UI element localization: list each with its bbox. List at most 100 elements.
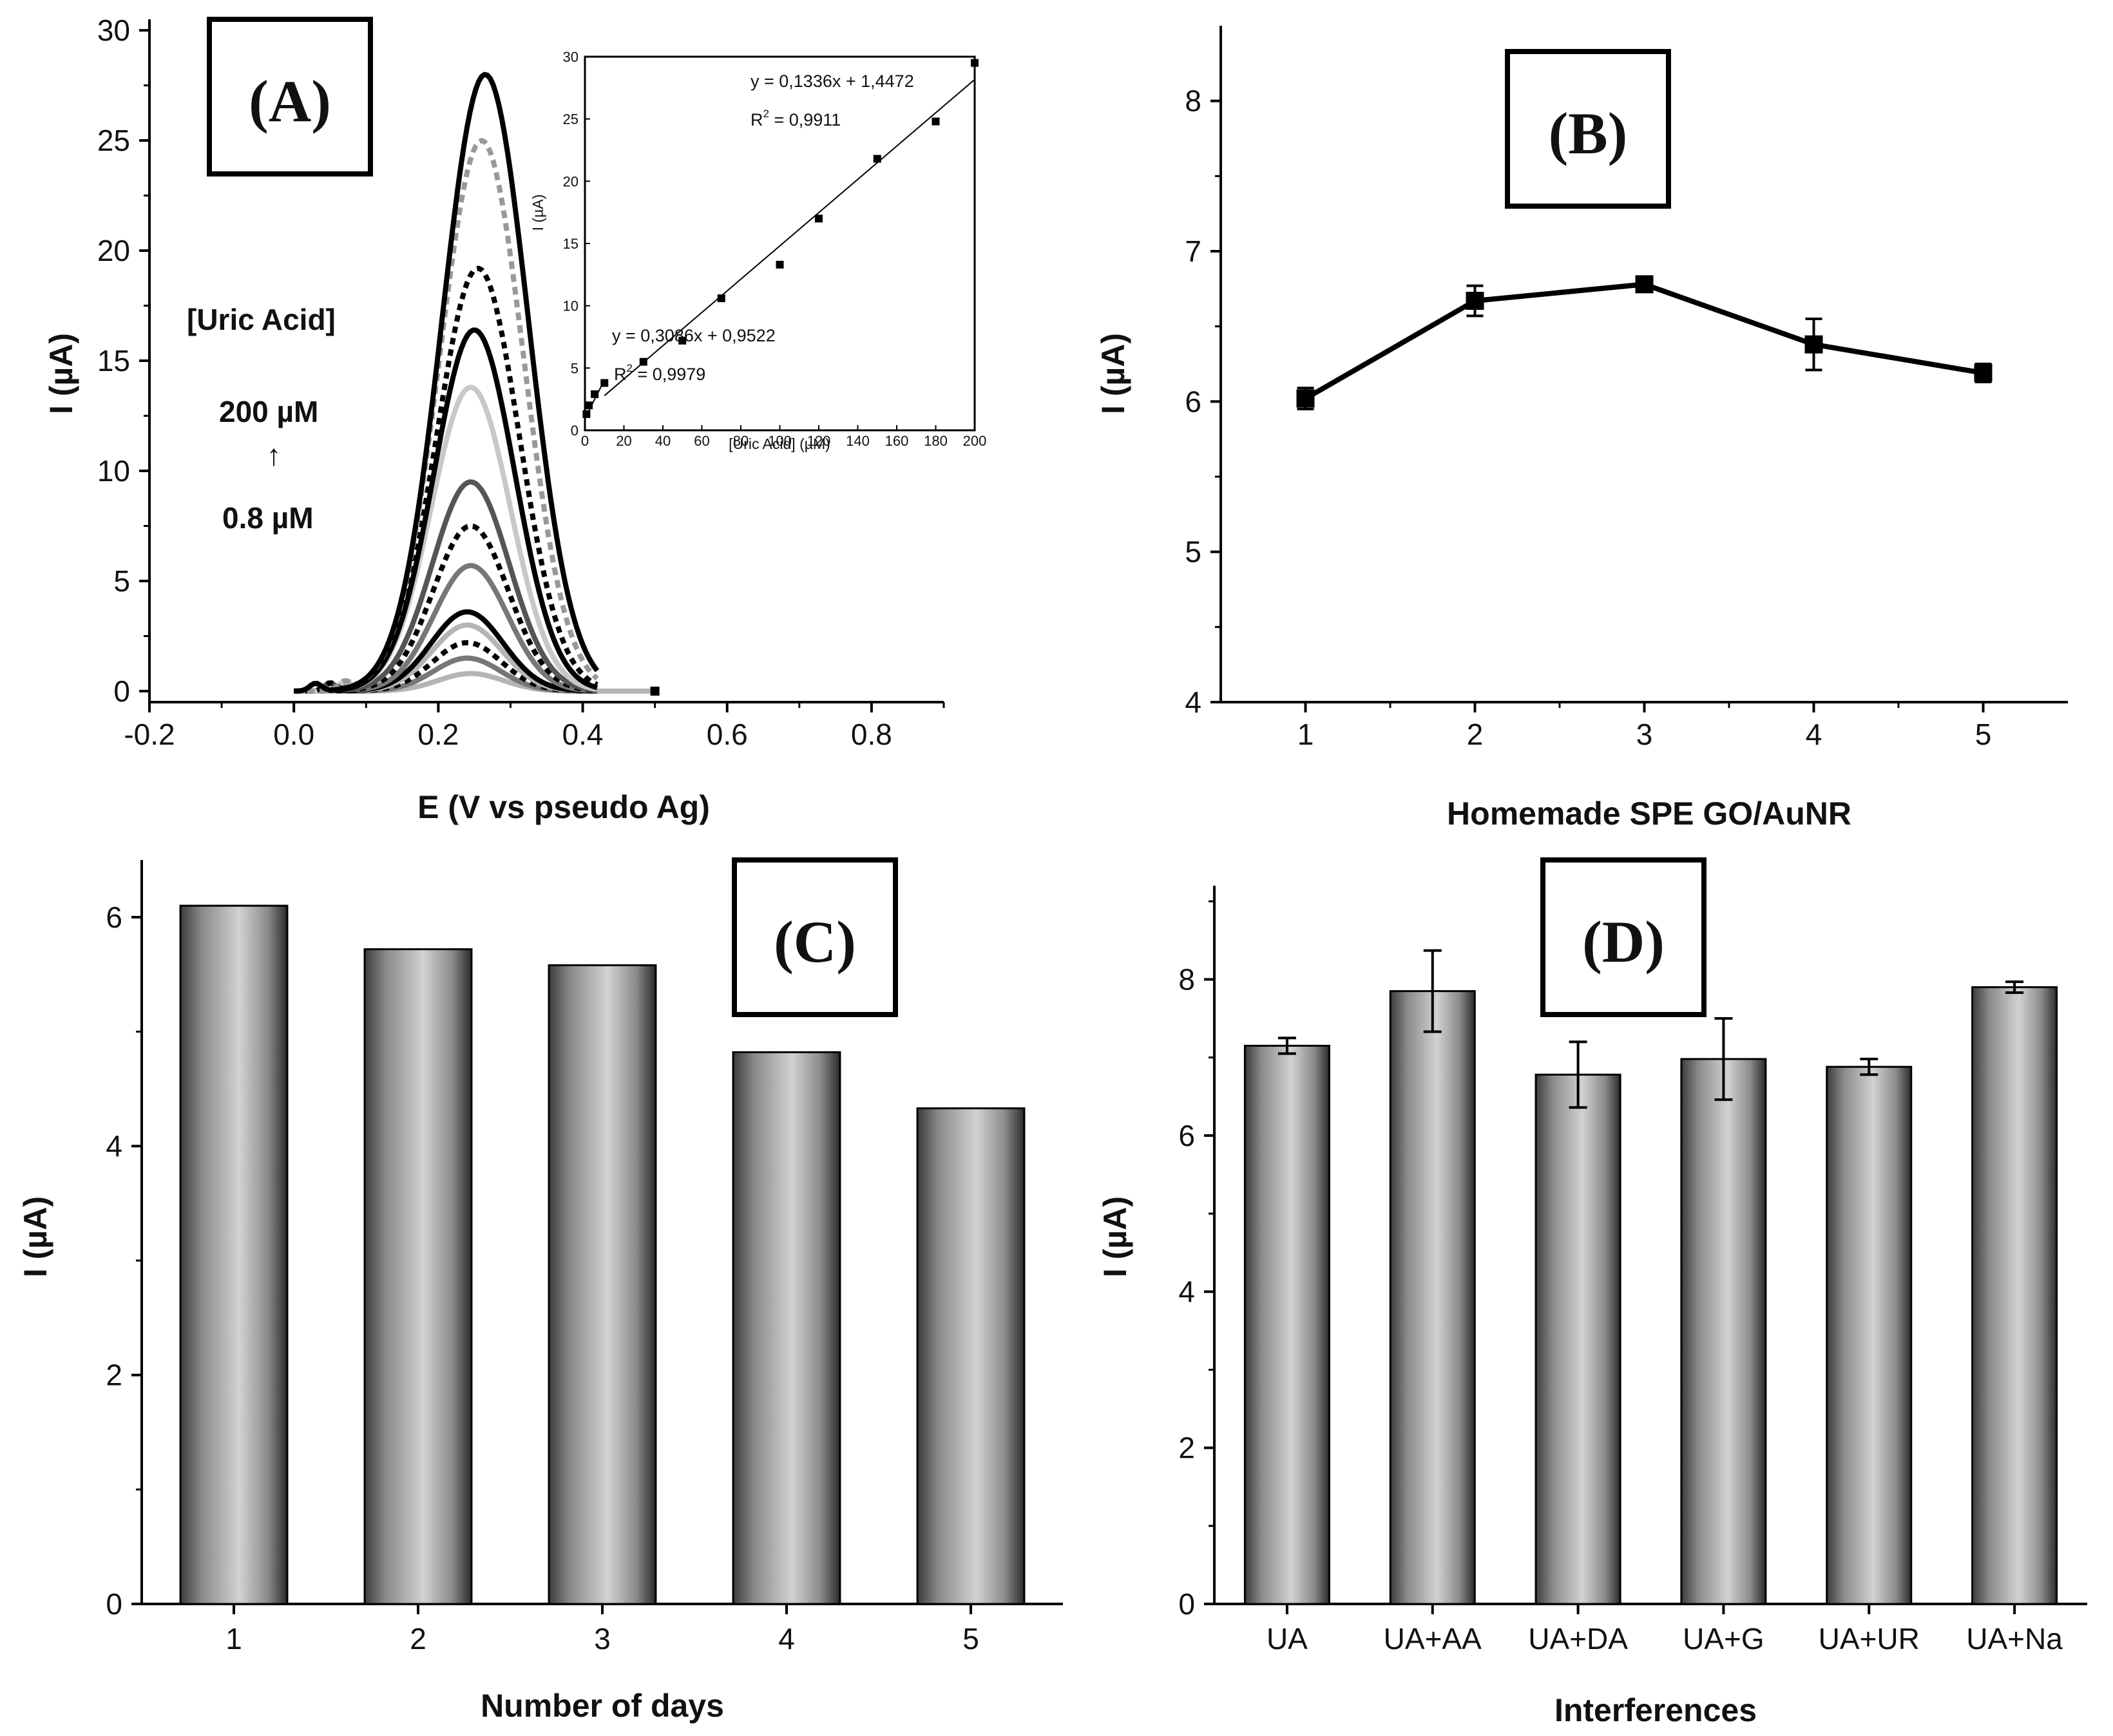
panel-c-label-box xyxy=(732,857,898,1017)
inset-data-point xyxy=(776,260,784,269)
panel-d-x-tick-label: UA+Na xyxy=(1966,1622,2063,1655)
panel-b-label-box xyxy=(1505,49,1671,209)
panel-a-x-tick-label: -0.2 xyxy=(124,718,175,751)
panel-a-y-tick-label: 0 xyxy=(113,674,130,708)
panel-a-x-tick-label: 0.2 xyxy=(417,718,459,751)
inset-x-tick-label: 60 xyxy=(694,433,709,449)
panel-c-bar xyxy=(732,1051,841,1605)
panel-a-label-box xyxy=(207,17,373,176)
panel-a-y-tick-label: 20 xyxy=(97,234,130,267)
inset-y-tick-label: 30 xyxy=(563,49,578,65)
panel-d-y-tick-label: 6 xyxy=(1178,1119,1195,1152)
panel-d-x-tick-label: UA+G xyxy=(1683,1622,1764,1655)
panel-a-annotation-title: [Uric Acid] xyxy=(187,303,336,336)
panel-d-x-tick-label: UA xyxy=(1267,1622,1308,1655)
panel-c-x-tick-label: 5 xyxy=(962,1622,979,1655)
panel-b-x-tick-label: 3 xyxy=(1636,718,1653,751)
panel-b-data-point xyxy=(1974,364,1993,382)
panel-c-bar xyxy=(548,964,657,1605)
inset-data-point xyxy=(639,358,647,366)
panel-d-y-tick-label: 0 xyxy=(1178,1587,1195,1621)
panel-d-y-tick-label: 2 xyxy=(1178,1431,1195,1465)
inset-data-point xyxy=(815,215,823,223)
panel-a-y-axis-label: I (µA) xyxy=(43,333,79,414)
panel-b-electrode-reproducibility: 1 2 3 4 5 4 5 6 7 8 xyxy=(1185,26,2068,751)
inset-fit-high-equation: y = 0,1336x + 1,4472 xyxy=(751,72,914,91)
inset-y-tick-label: 5 xyxy=(571,360,578,376)
panel-c-stability: 0 2 4 6 1 2 3 4 5 xyxy=(106,860,1063,1655)
panel-d-y-tick-label: 4 xyxy=(1178,1275,1195,1308)
inset-y-tick-label: 25 xyxy=(563,111,578,128)
panel-a-y-tick-label: 5 xyxy=(113,564,130,598)
panel-a-y-tick-label: 10 xyxy=(97,454,130,488)
panel-d-y-tick-label: 8 xyxy=(1178,962,1195,996)
panel-b-x-tick-label: 1 xyxy=(1297,718,1314,751)
inset-frame xyxy=(584,55,976,432)
panel-b-x-axis-label: Homemade SPE GO/AuNR xyxy=(1447,796,1851,832)
panel-a-inset-calibration: 0 20 40 60 80 100 120 140 160 180 200 0 5 10 15 20 25 30 xyxy=(563,49,987,449)
inset-x-tick-label: 0 xyxy=(581,433,589,449)
panel-a-x-tick-label: 0.4 xyxy=(562,718,604,751)
inset-data-point xyxy=(582,410,591,418)
inset-fit-low-r2: R2 = 0,9979 xyxy=(614,362,705,384)
panel-b-y-tick-label: 8 xyxy=(1185,84,1201,118)
inset-data-point xyxy=(600,379,609,387)
panel-a-annotation-high: 200 µM xyxy=(219,395,318,428)
panel-c-bar xyxy=(363,948,473,1605)
panel-a-voltammogram-series xyxy=(294,265,598,694)
inset-x-tick-label: 100 xyxy=(768,433,792,449)
inset-x-tick-label: 200 xyxy=(963,433,987,449)
panel-a-y-tick-label: 15 xyxy=(97,344,130,377)
panel-a-label: (A) xyxy=(249,68,331,134)
inset-fit-high-r2: R2 = 0,9911 xyxy=(751,108,841,129)
panel-b-x-tick-label: 4 xyxy=(1806,718,1822,751)
panel-b-y-tick-label: 7 xyxy=(1185,234,1201,268)
panel-a-voltammogram-series xyxy=(294,523,598,694)
panel-a-x-axis-label: E (V vs pseudo Ag) xyxy=(417,789,710,825)
inset-data-point xyxy=(932,117,940,126)
panel-c-label: (C) xyxy=(774,909,856,975)
inset-x-tick-label: 160 xyxy=(885,433,909,449)
panel-c-x-tick-label: 3 xyxy=(594,1622,611,1655)
panel-d-bar xyxy=(1243,1044,1330,1605)
panel-b-data-point xyxy=(1804,335,1823,354)
panel-d-y-axis-label: I (µA) xyxy=(1097,1196,1133,1277)
panel-a-y-tick-label: 30 xyxy=(97,14,130,47)
panel-b-data-point xyxy=(1296,389,1315,408)
panel-b-y-axis-label: I (µA) xyxy=(1095,333,1131,414)
inset-x-tick-label: 20 xyxy=(616,433,631,449)
inset-data-point xyxy=(591,390,599,398)
panel-a-x-tick-label: 0.8 xyxy=(851,718,892,751)
panel-c-y-tick-label: 6 xyxy=(106,901,122,934)
panel-c-y-tick-label: 2 xyxy=(106,1359,122,1392)
inset-y-axis-label: I (µA) xyxy=(530,195,546,231)
panel-d-bar xyxy=(1826,1065,1913,1605)
inset-fit-low-equation: y = 0,3086x + 0,9522 xyxy=(612,326,776,345)
panel-c-x-axis-label: Number of days xyxy=(481,1688,724,1724)
inset-x-tick-label: 80 xyxy=(733,433,749,449)
panel-b-data-point xyxy=(1466,292,1484,310)
panel-b-y-tick-label: 5 xyxy=(1185,535,1201,569)
inset-fit-high-line xyxy=(604,79,975,396)
inset-y-tick-label: 15 xyxy=(563,236,578,252)
inset-data-point xyxy=(971,59,979,67)
panel-b-data-point xyxy=(1635,275,1654,294)
panel-c-x-tick-label: 4 xyxy=(778,1622,795,1655)
panel-d-x-axis-label: Interferences xyxy=(1554,1692,1757,1728)
panel-b-x-tick-label: 2 xyxy=(1467,718,1484,751)
inset-data-point xyxy=(717,294,725,303)
panel-a-voltammogram-series xyxy=(294,385,598,694)
panel-d-bar xyxy=(1971,986,2058,1605)
panel-a-endpoint-marker xyxy=(650,686,660,696)
panel-a-annotation-low: 0.8 µM xyxy=(222,501,314,535)
panel-b-series-line xyxy=(1304,281,1984,401)
panel-c-x-tick-label: 2 xyxy=(410,1622,426,1655)
inset-y-tick-label: 0 xyxy=(571,423,578,439)
inset-data-point xyxy=(678,336,687,345)
inset-y-tick-label: 20 xyxy=(563,173,578,189)
inset-x-tick-label: 140 xyxy=(846,433,870,449)
inset-x-tick-label: 120 xyxy=(807,433,831,449)
panel-d-x-tick-label: UA+UR xyxy=(1819,1622,1920,1655)
panel-a-y-tick-label: 25 xyxy=(97,124,130,157)
